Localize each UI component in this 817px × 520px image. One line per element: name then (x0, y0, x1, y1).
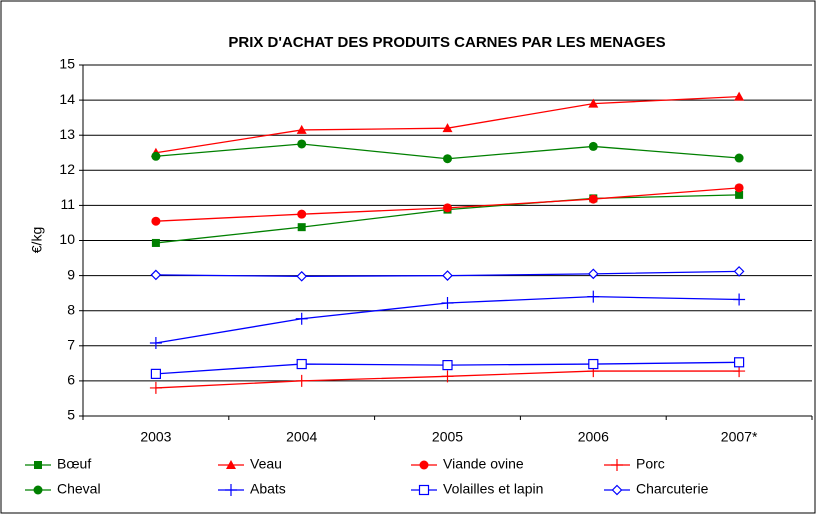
y-tick-label: 13 (59, 126, 75, 142)
legend-label: Veau (250, 456, 282, 472)
legend-label: Abats (250, 481, 286, 497)
marker (588, 141, 598, 151)
marker (587, 290, 600, 303)
marker (588, 98, 599, 108)
x-tick-label: 2003 (140, 429, 171, 445)
marker (297, 139, 307, 149)
marker (150, 368, 161, 379)
legend-label: Volailles et lapin (443, 481, 543, 497)
legend-label: Charcuterie (636, 481, 709, 497)
x-tick-label: 2007* (721, 429, 758, 445)
marker (33, 485, 43, 495)
marker (296, 124, 307, 134)
y-tick-label: 15 (59, 56, 75, 72)
marker (443, 203, 452, 213)
chart-title: PRIX D'ACHAT DES PRODUITS CARNES PAR LES… (228, 34, 665, 51)
marker (296, 270, 308, 282)
marker (443, 154, 452, 164)
marker (733, 357, 745, 368)
marker (442, 123, 453, 133)
marker (735, 190, 744, 199)
y-tick-label: 7 (67, 337, 75, 353)
marker (150, 269, 162, 281)
legend-label: Viande ovine (443, 456, 524, 472)
marker (733, 293, 746, 306)
marker (442, 360, 453, 371)
marker (151, 238, 160, 247)
y-tick-label: 6 (67, 372, 75, 388)
y-tick-label: 11 (60, 196, 75, 212)
y-tick-label: 10 (59, 231, 75, 247)
legend-label: Bœuf (57, 456, 91, 472)
marker (588, 194, 598, 204)
marker (611, 484, 623, 496)
y-tick-label: 5 (67, 407, 75, 423)
marker (297, 209, 307, 219)
marker (226, 460, 236, 469)
marker (295, 312, 308, 325)
marker (441, 296, 454, 309)
marker (149, 336, 162, 349)
marker (295, 374, 308, 387)
marker (734, 183, 744, 193)
marker (34, 461, 42, 469)
marker (734, 91, 745, 101)
marker (733, 266, 745, 277)
marker (441, 370, 454, 383)
legend-label: Cheval (57, 481, 101, 497)
marker (419, 460, 429, 470)
y-tick-label: 12 (59, 161, 75, 177)
y-tick-label: 9 (67, 266, 75, 282)
x-tick-label: 2005 (432, 429, 463, 445)
x-tick-label: 2004 (286, 429, 317, 445)
marker (587, 268, 599, 280)
y-axis-label: €/kg (29, 227, 45, 253)
y-tick-label: 8 (67, 301, 75, 317)
marker (225, 484, 237, 496)
marker (418, 484, 430, 496)
marker (442, 270, 453, 281)
y-tick-label: 14 (59, 91, 75, 107)
marker (734, 153, 744, 163)
marker (297, 223, 306, 232)
marker (611, 459, 623, 471)
marker (296, 358, 307, 370)
legend-label: Porc (636, 456, 665, 472)
x-tick-label: 2006 (578, 429, 609, 445)
marker (151, 151, 161, 161)
marker (588, 358, 599, 370)
marker (149, 381, 162, 394)
marker (151, 216, 161, 226)
